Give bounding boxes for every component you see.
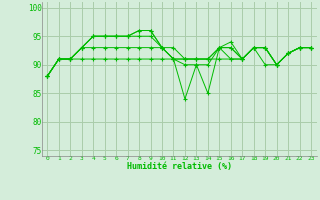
X-axis label: Humidité relative (%): Humidité relative (%) [127,162,232,171]
